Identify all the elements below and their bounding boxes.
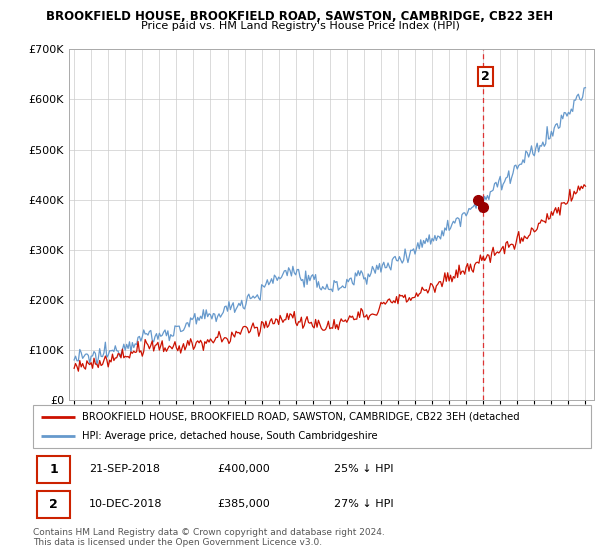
- FancyBboxPatch shape: [37, 455, 70, 483]
- Text: 1: 1: [49, 463, 58, 475]
- FancyBboxPatch shape: [33, 405, 591, 448]
- Text: BROOKFIELD HOUSE, BROOKFIELD ROAD, SAWSTON, CAMBRIDGE, CB22 3EH (detached: BROOKFIELD HOUSE, BROOKFIELD ROAD, SAWST…: [82, 412, 520, 422]
- Text: 25% ↓ HPI: 25% ↓ HPI: [334, 464, 394, 474]
- Text: Contains HM Land Registry data © Crown copyright and database right 2024.
This d: Contains HM Land Registry data © Crown c…: [33, 528, 385, 547]
- Text: BROOKFIELD HOUSE, BROOKFIELD ROAD, SAWSTON, CAMBRIDGE, CB22 3EH: BROOKFIELD HOUSE, BROOKFIELD ROAD, SAWST…: [46, 10, 554, 22]
- FancyBboxPatch shape: [37, 491, 70, 518]
- Text: 27% ↓ HPI: 27% ↓ HPI: [334, 500, 394, 509]
- Text: 2: 2: [49, 498, 58, 511]
- Text: 2: 2: [481, 71, 490, 83]
- Text: £385,000: £385,000: [217, 500, 270, 509]
- Text: Price paid vs. HM Land Registry's House Price Index (HPI): Price paid vs. HM Land Registry's House …: [140, 21, 460, 31]
- Text: £400,000: £400,000: [217, 464, 270, 474]
- Text: 21-SEP-2018: 21-SEP-2018: [89, 464, 160, 474]
- Text: 10-DEC-2018: 10-DEC-2018: [89, 500, 162, 509]
- Text: HPI: Average price, detached house, South Cambridgeshire: HPI: Average price, detached house, Sout…: [82, 431, 378, 441]
